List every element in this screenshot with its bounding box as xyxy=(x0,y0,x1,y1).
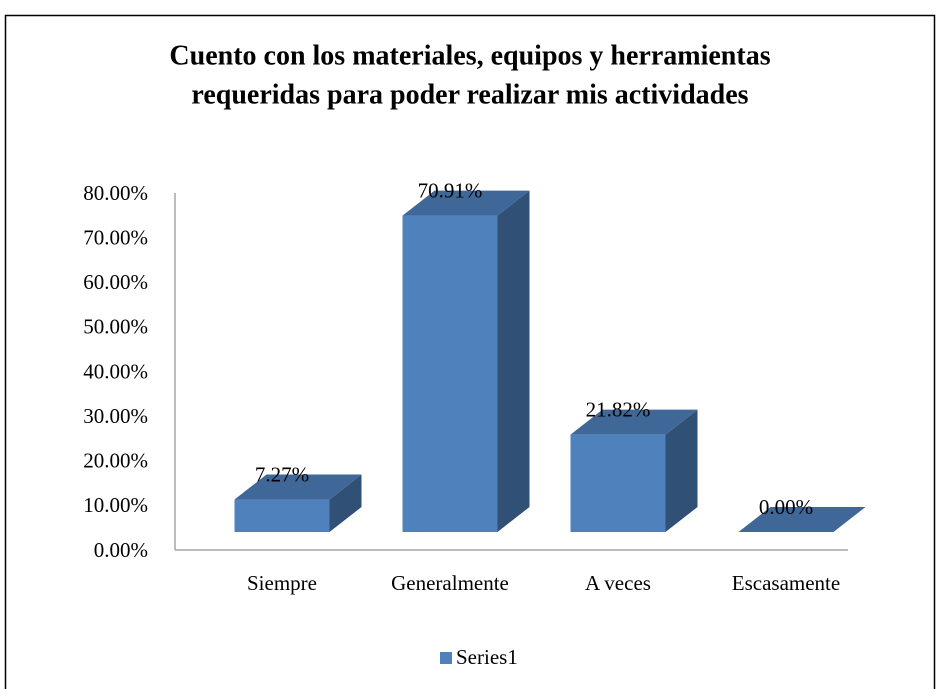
data-label: 70.91% xyxy=(418,178,483,202)
x-tick-label: Siempre xyxy=(247,571,317,595)
y-tick-label: 80.00% xyxy=(83,181,148,205)
data-label: 7.27% xyxy=(255,462,309,486)
bar xyxy=(570,434,666,532)
chart-title: Cuento con los materiales, equipos y her… xyxy=(169,40,770,71)
y-tick-label: 30.00% xyxy=(83,404,148,428)
y-tick-label: 10.00% xyxy=(83,493,148,517)
legend-swatch xyxy=(440,652,452,664)
y-tick-label: 60.00% xyxy=(83,270,148,294)
bar-top xyxy=(570,409,698,435)
bar xyxy=(234,499,330,532)
x-tick-label: A veces xyxy=(585,571,651,595)
y-tick-label: 70.00% xyxy=(83,225,148,249)
bar-side xyxy=(665,409,698,532)
x-tick-label: Escasamente xyxy=(732,571,840,595)
y-tick-label: 50.00% xyxy=(83,315,148,339)
x-tick-label: Generalmente xyxy=(391,571,509,595)
y-tick-label: 0.00% xyxy=(94,538,148,562)
data-label: 0.00% xyxy=(759,495,813,519)
y-tick-label: 20.00% xyxy=(83,449,148,473)
chart-title: requeridas para poder realizar mis activ… xyxy=(191,79,748,110)
bar xyxy=(402,215,498,532)
bar-top xyxy=(738,507,866,532)
y-tick-label: 40.00% xyxy=(83,359,148,383)
bar-top xyxy=(402,190,530,216)
legend-label: Series1 xyxy=(456,645,518,669)
bar-side xyxy=(497,190,530,532)
data-label: 21.82% xyxy=(586,397,651,421)
bar-side xyxy=(329,474,362,532)
bar-top xyxy=(234,474,362,500)
